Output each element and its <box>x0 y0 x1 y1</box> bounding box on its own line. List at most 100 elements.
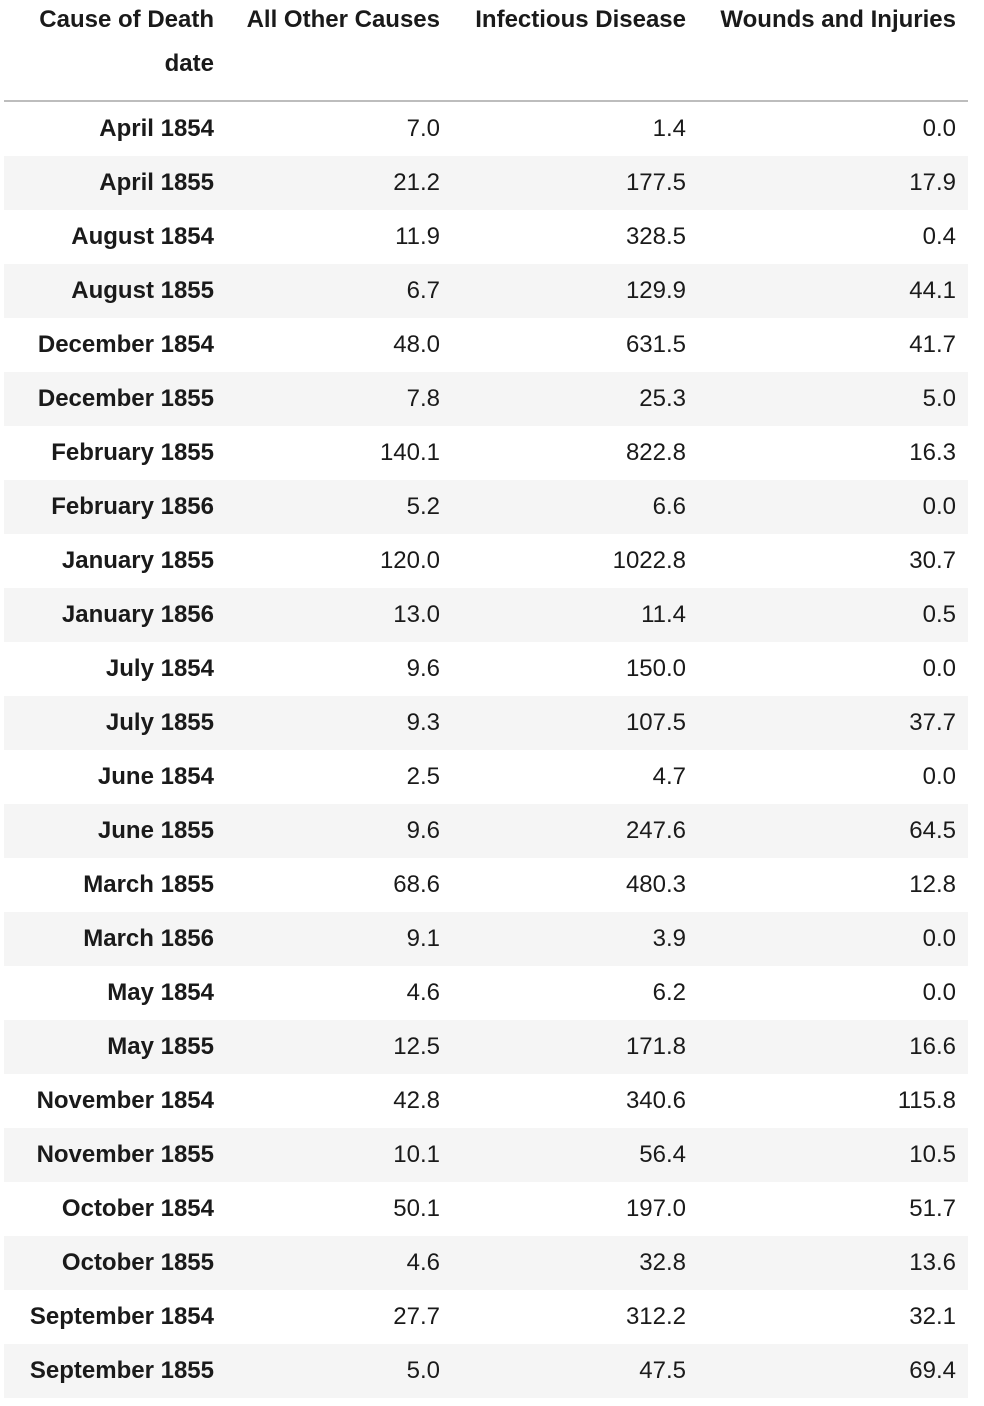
table-cell: 44.1 <box>909 277 956 304</box>
table-cell: 13.6 <box>909 1249 956 1276</box>
table-cell: 10.5 <box>909 1141 956 1168</box>
table-cell: 0.0 <box>922 493 956 520</box>
row-date-label: August 1854 <box>71 223 214 250</box>
table-cell: 328.5 <box>625 223 686 250</box>
table-cell: 0.0 <box>922 925 956 952</box>
row-date-label: July 1854 <box>105 655 214 682</box>
row-date-label: February 1856 <box>51 493 214 520</box>
columns-name-header: Cause of Death <box>39 6 214 33</box>
table-cell: 42.8 <box>393 1087 440 1114</box>
table-body: April 1854 7.0 1.4 0.0 April 1855 21.2 177.5 17… <box>4 101 968 1398</box>
table-row: April 1855 21.2 177.5 17.9 <box>4 156 968 210</box>
table-row: March 1856 9.1 3.9 0.0 <box>4 912 968 966</box>
table-row: March 1855 68.6 480.3 12.8 <box>4 858 968 912</box>
table-cell: 3.9 <box>652 925 686 952</box>
table-row: May 1855 12.5 171.8 16.6 <box>4 1020 968 1074</box>
table-cell: 64.5 <box>909 817 956 844</box>
table-row: July 1855 9.3 107.5 37.7 <box>4 696 968 750</box>
row-date-label: November 1855 <box>36 1141 214 1168</box>
table-row: November 1855 10.1 56.4 10.5 <box>4 1128 968 1182</box>
row-date-label: June 1854 <box>97 763 214 790</box>
row-date-label: February 1855 <box>51 439 214 466</box>
table-cell: 0.4 <box>922 223 956 250</box>
row-date-label: January 1855 <box>61 547 214 574</box>
table-row: June 1855 9.6 247.6 64.5 <box>4 804 968 858</box>
table-row: September 1854 27.7 312.2 32.1 <box>4 1290 968 1344</box>
table-cell: 312.2 <box>625 1303 686 1330</box>
table-cell: 0.0 <box>922 979 956 1006</box>
table-cell: 56.4 <box>639 1141 686 1168</box>
table-cell: 32.1 <box>909 1303 956 1330</box>
table-cell: 6.2 <box>652 979 686 1006</box>
table-header: Cause of Death All Other Causes Infectio… <box>4 0 968 101</box>
table-cell: 16.3 <box>909 439 956 466</box>
table-cell: 1022.8 <box>612 547 686 574</box>
table-cell: 12.8 <box>909 871 956 898</box>
table-cell: 48.0 <box>393 331 440 358</box>
table-cell: 5.2 <box>406 493 440 520</box>
table-cell: 51.7 <box>909 1195 956 1222</box>
table-cell: 41.7 <box>909 331 956 358</box>
index-name-spacer <box>698 40 968 101</box>
table-cell: 9.6 <box>406 817 440 844</box>
table-cell: 17.9 <box>909 169 956 196</box>
table-cell: 21.2 <box>393 169 440 196</box>
table-cell: 115.8 <box>897 1087 956 1114</box>
index-name-row: date <box>4 40 968 101</box>
table-cell: 340.6 <box>625 1087 686 1114</box>
table-cell: 197.0 <box>625 1195 686 1222</box>
table-cell: 11.4 <box>641 601 686 628</box>
row-date-label: June 1855 <box>97 817 214 844</box>
table-cell: 140.1 <box>379 439 440 466</box>
table-row: January 1855 120.0 1022.8 30.7 <box>4 534 968 588</box>
row-date-label: March 1856 <box>83 925 214 952</box>
table-cell: 9.3 <box>406 709 440 736</box>
table-cell: 6.6 <box>652 493 686 520</box>
table-cell: 2.5 <box>406 763 440 790</box>
table-row: August 1854 11.9 328.5 0.4 <box>4 210 968 264</box>
table-cell: 11.9 <box>395 223 440 250</box>
table-row: October 1855 4.6 32.8 13.6 <box>4 1236 968 1290</box>
column-header-infectious-disease: Infectious Disease <box>475 6 686 33</box>
table-cell: 822.8 <box>625 439 686 466</box>
row-date-label: November 1854 <box>36 1087 214 1114</box>
table-cell: 12.5 <box>393 1033 440 1060</box>
table-cell: 0.0 <box>922 655 956 682</box>
table-row: May 1854 4.6 6.2 0.0 <box>4 966 968 1020</box>
table-row: September 1855 5.0 47.5 69.4 <box>4 1344 968 1398</box>
table-cell: 177.5 <box>625 169 686 196</box>
row-date-label: April 1854 <box>99 115 214 142</box>
table-row: November 1854 42.8 340.6 115.8 <box>4 1074 968 1128</box>
index-name-spacer <box>452 40 698 101</box>
table-cell: 68.6 <box>393 871 440 898</box>
row-date-label: July 1855 <box>105 709 214 736</box>
table-cell: 27.7 <box>393 1303 440 1330</box>
table-cell: 50.1 <box>393 1195 440 1222</box>
table-cell: 4.6 <box>406 1249 440 1276</box>
table-cell: 7.0 <box>406 115 440 142</box>
table-cell: 5.0 <box>922 385 956 412</box>
row-date-label: October 1854 <box>61 1195 214 1222</box>
row-date-label: May 1854 <box>107 979 214 1006</box>
row-date-label: October 1855 <box>61 1249 214 1276</box>
table-cell: 16.6 <box>909 1033 956 1060</box>
table-row: January 1856 13.0 11.4 0.5 <box>4 588 968 642</box>
table-cell: 120.0 <box>379 547 440 574</box>
table-cell: 0.5 <box>922 601 956 628</box>
table-cell: 129.9 <box>625 277 686 304</box>
table-row: April 1854 7.0 1.4 0.0 <box>4 101 968 156</box>
row-date-label: September 1854 <box>29 1303 214 1330</box>
table-cell: 4.7 <box>652 763 686 790</box>
table-row: February 1856 5.2 6.6 0.0 <box>4 480 968 534</box>
table-cell: 480.3 <box>625 871 686 898</box>
table-cell: 69.4 <box>909 1357 956 1384</box>
table-row: August 1855 6.7 129.9 44.1 <box>4 264 968 318</box>
table-cell: 47.5 <box>639 1357 686 1384</box>
table-cell: 1.4 <box>652 115 686 142</box>
table-cell: 107.5 <box>625 709 686 736</box>
table-row: July 1854 9.6 150.0 0.0 <box>4 642 968 696</box>
table-cell: 171.8 <box>625 1033 686 1060</box>
row-date-label: May 1855 <box>107 1033 214 1060</box>
dataframe-table: Cause of Death All Other Causes Infectio… <box>4 0 968 1398</box>
table-cell: 25.3 <box>639 385 686 412</box>
